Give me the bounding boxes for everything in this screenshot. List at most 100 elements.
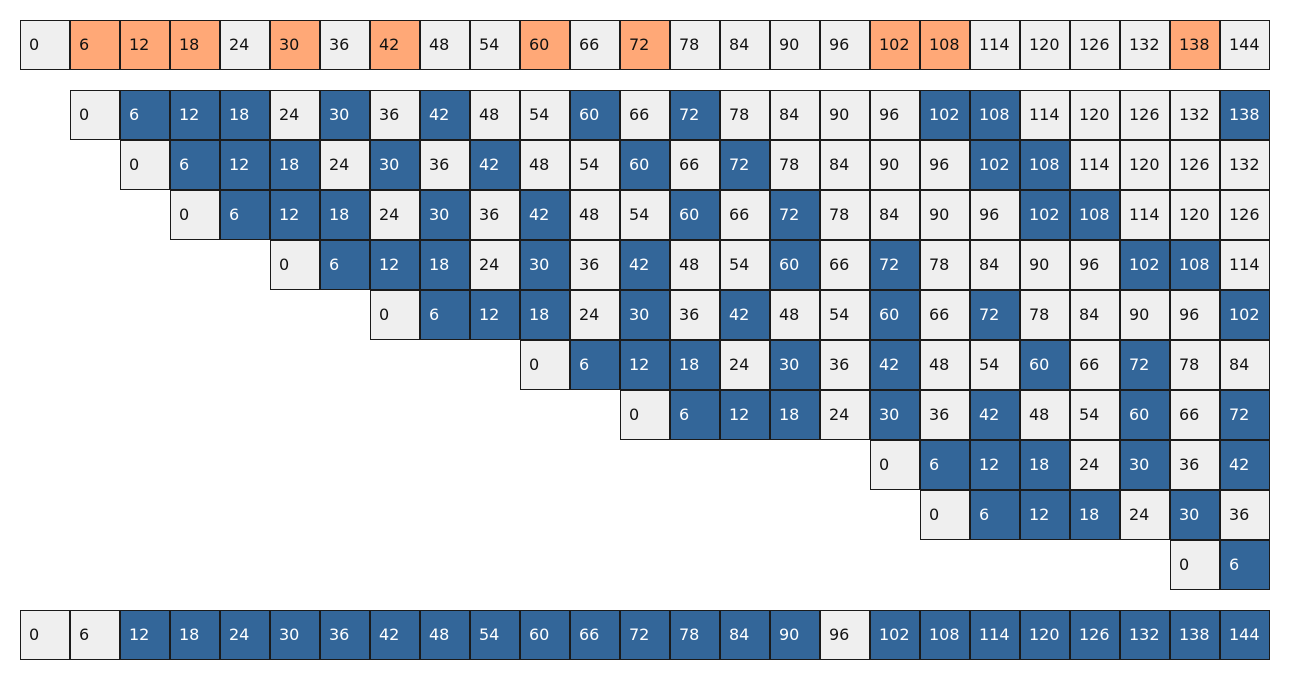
bottom-row-cell: 60 <box>520 610 570 660</box>
bottom-row-cell: 0 <box>20 610 70 660</box>
triangle-row-cell: 60 <box>770 240 820 290</box>
triangle-row-cell: 6 <box>670 390 720 440</box>
bottom-row-cell: 84 <box>720 610 770 660</box>
triangle-row-cell: 6 <box>970 490 1020 540</box>
triangle-row-cell: 120 <box>1070 90 1120 140</box>
triangle-row-cell: 102 <box>1220 290 1270 340</box>
triangle-row-cell: 54 <box>570 140 620 190</box>
triangle-row-cell: 78 <box>720 90 770 140</box>
triangle-row-cell: 0 <box>920 490 970 540</box>
triangle-row-cell: 132 <box>1170 90 1220 140</box>
triangle-row-cell: 6 <box>920 440 970 490</box>
triangle-row-cell: 0 <box>520 340 570 390</box>
top-row-cell: 84 <box>720 20 770 70</box>
top-row-cell: 132 <box>1120 20 1170 70</box>
triangle-row-cell: 48 <box>1020 390 1070 440</box>
triangle-row-cell: 84 <box>970 240 1020 290</box>
triangle-row-cell: 0 <box>870 440 920 490</box>
triangle-row-cell: 36 <box>820 340 870 390</box>
triangle-row-cell: 6 <box>570 340 620 390</box>
triangle-row-cell: 0 <box>1170 540 1220 590</box>
triangle-row-cell: 126 <box>1220 190 1270 240</box>
top-row-cell: 54 <box>470 20 520 70</box>
triangle-row-cell: 30 <box>420 190 470 240</box>
triangle-row-cell: 96 <box>870 90 920 140</box>
triangle-row-cell: 36 <box>920 390 970 440</box>
triangle-row-cell: 18 <box>320 190 370 240</box>
triangle-row-cell: 66 <box>670 140 720 190</box>
top-row-cell: 138 <box>1170 20 1220 70</box>
triangle-row-cell: 102 <box>970 140 1020 190</box>
triangle-row-cell: 18 <box>520 290 570 340</box>
bottom-row-cell: 42 <box>370 610 420 660</box>
triangle-row-cell: 60 <box>870 290 920 340</box>
bottom-row-cell: 114 <box>970 610 1020 660</box>
triangle-row-cell: 42 <box>720 290 770 340</box>
triangle-row-cell: 54 <box>1070 390 1120 440</box>
triangle-row-cell: 18 <box>270 140 320 190</box>
triangle-row-cell: 0 <box>170 190 220 240</box>
triangle-row-cell: 138 <box>1220 90 1270 140</box>
triangle-row-cell: 6 <box>320 240 370 290</box>
triangle-row-cell: 48 <box>770 290 820 340</box>
triangle-row-cell: 42 <box>1220 440 1270 490</box>
triangle-row-cell: 12 <box>270 190 320 240</box>
top-row-cell: 120 <box>1020 20 1070 70</box>
triangle-row-cell: 0 <box>620 390 670 440</box>
triangle-row-cell: 78 <box>770 140 820 190</box>
triangle-row-cell: 66 <box>720 190 770 240</box>
top-row-cell: 60 <box>520 20 570 70</box>
triangle-row-cell: 102 <box>1120 240 1170 290</box>
bottom-row-cell: 48 <box>420 610 470 660</box>
top-row-cell: 30 <box>270 20 320 70</box>
triangle-row-cell: 36 <box>370 90 420 140</box>
triangle-row-cell: 42 <box>620 240 670 290</box>
bottom-row-cell: 126 <box>1070 610 1120 660</box>
bottom-row-cell: 120 <box>1020 610 1070 660</box>
top-row-cell: 90 <box>770 20 820 70</box>
triangle-row-cell: 30 <box>320 90 370 140</box>
triangle-row-cell: 30 <box>1120 440 1170 490</box>
triangle-row-cell: 18 <box>1020 440 1070 490</box>
triangle-row-cell: 18 <box>420 240 470 290</box>
triangle-row-cell: 90 <box>920 190 970 240</box>
triangle-row-cell: 12 <box>720 390 770 440</box>
triangle-row-cell: 30 <box>520 240 570 290</box>
triangle-row-cell: 72 <box>1220 390 1270 440</box>
triangle-row-cell: 60 <box>570 90 620 140</box>
triangle-row-cell: 30 <box>620 290 670 340</box>
triangle-row-cell: 48 <box>670 240 720 290</box>
triangle-row-cell: 54 <box>820 290 870 340</box>
triangle-row-cell: 114 <box>1120 190 1170 240</box>
bottom-row-cell: 96 <box>820 610 870 660</box>
triangle-row-cell: 24 <box>570 290 620 340</box>
triangle-row-cell: 126 <box>1170 140 1220 190</box>
top-row-cell: 24 <box>220 20 270 70</box>
triangle-row-cell: 54 <box>520 90 570 140</box>
triangle-row-cell: 24 <box>370 190 420 240</box>
bottom-row-cell: 12 <box>120 610 170 660</box>
triangle-row-cell: 90 <box>1120 290 1170 340</box>
triangle-row-cell: 114 <box>1220 240 1270 290</box>
top-row-cell: 114 <box>970 20 1020 70</box>
triangle-row-cell: 66 <box>820 240 870 290</box>
triangle-row-cell: 6 <box>170 140 220 190</box>
triangle-row-cell: 42 <box>420 90 470 140</box>
triangle-row-cell: 108 <box>1020 140 1070 190</box>
triangle-row-cell: 96 <box>1170 290 1220 340</box>
top-row-cell: 42 <box>370 20 420 70</box>
triangle-row-cell: 24 <box>1120 490 1170 540</box>
triangle-row-cell: 24 <box>470 240 520 290</box>
triangle-row-cell: 48 <box>470 90 520 140</box>
triangle-row-cell: 24 <box>320 140 370 190</box>
top-row-cell: 78 <box>670 20 720 70</box>
bottom-row-cell: 78 <box>670 610 720 660</box>
triangle-row-cell: 36 <box>1170 440 1220 490</box>
triangle-row-cell: 36 <box>570 240 620 290</box>
top-row-cell: 6 <box>70 20 120 70</box>
bottom-row-cell: 72 <box>620 610 670 660</box>
triangle-row-cell: 120 <box>1120 140 1170 190</box>
triangle-row-cell: 12 <box>970 440 1020 490</box>
bottom-row-cell: 54 <box>470 610 520 660</box>
